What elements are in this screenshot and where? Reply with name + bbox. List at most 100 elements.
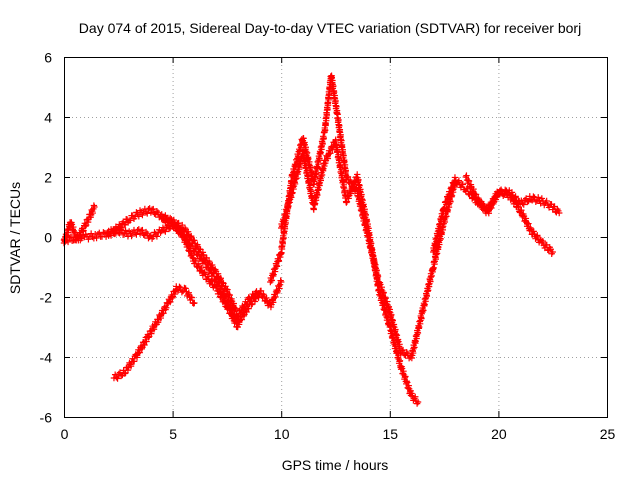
data-point	[204, 273, 212, 280]
data-point	[227, 307, 234, 314]
data-point	[162, 228, 169, 235]
data-point	[380, 300, 387, 307]
data-point	[77, 232, 85, 239]
data-point	[359, 197, 366, 204]
x-axis-label: GPS time / hours	[282, 457, 389, 473]
data-point	[169, 294, 176, 302]
data-point	[512, 193, 519, 200]
data-point	[530, 228, 537, 235]
y-tick-label: 2	[44, 170, 52, 186]
data-point	[121, 221, 128, 229]
data-point	[133, 354, 141, 361]
data-point	[414, 398, 422, 406]
y-tick-label: -2	[40, 290, 53, 306]
data-point	[224, 306, 231, 313]
data-point	[161, 303, 169, 310]
data-point	[556, 209, 563, 217]
data-point	[478, 198, 485, 205]
data-point	[163, 304, 170, 311]
data-point	[91, 203, 98, 211]
series-sat-f	[278, 136, 422, 407]
data-point	[191, 299, 198, 307]
data-point	[324, 155, 332, 162]
data-point	[543, 197, 550, 205]
data-points	[60, 72, 563, 407]
data-point	[130, 358, 138, 365]
data-point	[532, 198, 540, 205]
data-point	[317, 149, 324, 156]
data-point	[216, 279, 223, 287]
data-point	[153, 233, 161, 240]
data-point	[192, 245, 200, 253]
data-point	[84, 218, 92, 226]
data-point	[229, 313, 236, 320]
data-point	[208, 277, 215, 284]
data-point	[333, 103, 340, 111]
data-point	[221, 299, 229, 307]
x-tick-label: 5	[169, 426, 177, 442]
data-point	[526, 227, 533, 234]
data-point	[485, 210, 493, 217]
data-point	[275, 257, 283, 264]
data-point	[207, 265, 214, 273]
data-point	[435, 226, 443, 234]
data-point	[320, 134, 327, 142]
data-point	[441, 204, 448, 211]
data-point	[206, 266, 214, 274]
data-point	[139, 211, 146, 219]
data-point	[135, 213, 143, 220]
data-point	[238, 316, 246, 323]
data-point	[210, 270, 217, 278]
data-point	[194, 241, 201, 248]
y-tick-label: -4	[40, 350, 53, 366]
data-point	[117, 226, 124, 233]
data-point	[232, 317, 239, 324]
data-point	[311, 200, 319, 207]
data-point	[527, 224, 534, 232]
data-point	[213, 283, 220, 290]
data-point	[198, 264, 205, 272]
data-point	[185, 289, 192, 296]
data-point	[239, 309, 247, 317]
data-point	[462, 173, 470, 181]
data-point	[93, 234, 100, 242]
data-point	[374, 276, 381, 283]
data-point	[539, 237, 547, 245]
data-point	[384, 314, 391, 322]
data-point	[139, 226, 146, 234]
data-point	[522, 215, 530, 222]
y-tick-label: 0	[44, 230, 52, 246]
data-point	[451, 174, 459, 181]
data-point	[144, 230, 151, 237]
data-point	[518, 206, 525, 214]
data-point	[178, 288, 186, 296]
data-point	[204, 261, 211, 268]
data-point	[171, 290, 179, 298]
data-point	[495, 191, 502, 198]
data-point	[330, 88, 338, 96]
data-point	[293, 174, 300, 182]
data-point	[304, 173, 312, 180]
data-point	[278, 278, 285, 286]
data-point	[198, 252, 205, 260]
data-point	[75, 237, 82, 244]
data-point	[234, 323, 241, 331]
data-point	[80, 227, 87, 234]
data-point	[508, 189, 516, 196]
data-point	[389, 317, 396, 324]
data-point	[122, 227, 129, 234]
data-point	[533, 233, 540, 240]
data-point	[213, 274, 220, 281]
data-point	[263, 294, 270, 302]
y-tick-label: 6	[44, 50, 52, 66]
data-point	[157, 314, 164, 322]
data-point	[166, 298, 173, 305]
data-point	[488, 204, 495, 212]
data-point	[525, 220, 532, 227]
data-point	[240, 312, 248, 320]
data-point	[455, 177, 463, 184]
data-point	[470, 185, 477, 193]
data-point	[255, 294, 262, 301]
data-point	[399, 346, 407, 354]
data-point	[136, 349, 143, 356]
